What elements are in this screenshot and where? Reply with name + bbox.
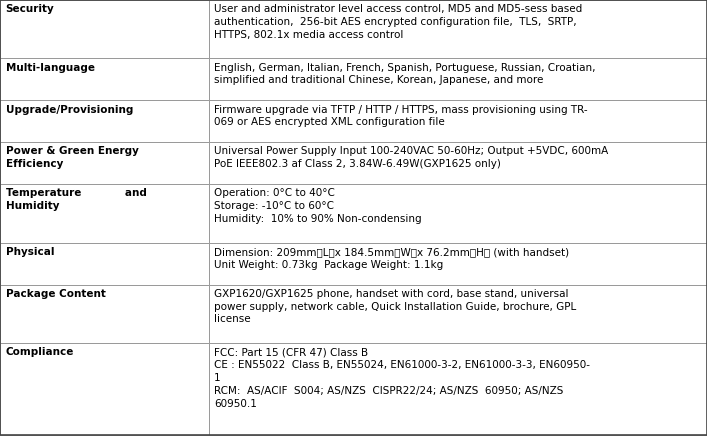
Text: GXP1620/GXP1625 phone, handset with cord, base stand, universal
power supply, ne: GXP1620/GXP1625 phone, handset with cord…	[214, 289, 576, 324]
Bar	[209, 285, 707, 343]
Bar	[0, 285, 209, 343]
Bar	[209, 142, 707, 185]
Bar	[209, 0, 707, 58]
Bar	[0, 185, 209, 243]
Text: Physical: Physical	[6, 247, 54, 257]
Text: FCC: Part 15 (CFR 47) Class B
CE : EN55022  Class B, EN55024, EN61000-3-2, EN610: FCC: Part 15 (CFR 47) Class B CE : EN550…	[214, 347, 590, 409]
Text: Power & Green Energy
Efficiency: Power & Green Energy Efficiency	[6, 146, 139, 169]
Text: Security: Security	[6, 4, 54, 14]
Bar	[0, 343, 209, 435]
Text: English, German, Italian, French, Spanish, Portuguese, Russian, Croatian,
simpli: English, German, Italian, French, Spanis…	[214, 63, 596, 86]
Bar	[209, 100, 707, 142]
Bar	[0, 0, 209, 58]
Text: User and administrator level access control, MD5 and MD5-sess based
authenticati: User and administrator level access cont…	[214, 4, 583, 40]
Text: Dimension: 209mm（L）x 184.5mm（W）x 76.2mm（H） (with handset)
Unit Weight: 0.73kg  P: Dimension: 209mm（L）x 184.5mm（W）x 76.2mm（…	[214, 247, 569, 270]
Bar	[0, 243, 209, 285]
Bar	[0, 58, 209, 100]
Text: Firmware upgrade via TFTP / HTTP / HTTPS, mass provisioning using TR-
069 or AES: Firmware upgrade via TFTP / HTTP / HTTPS…	[214, 104, 588, 127]
Text: Upgrade/Provisioning: Upgrade/Provisioning	[6, 104, 133, 115]
Text: Package Content: Package Content	[6, 289, 105, 299]
Bar	[209, 58, 707, 100]
Text: Multi-language: Multi-language	[6, 63, 95, 73]
Text: Temperature            and
Humidity: Temperature and Humidity	[6, 189, 146, 211]
Bar	[0, 142, 209, 185]
Bar	[209, 343, 707, 435]
Bar	[209, 185, 707, 243]
Bar	[209, 243, 707, 285]
Bar	[0, 100, 209, 142]
Text: Universal Power Supply Input 100-240VAC 50-60Hz; Output +5VDC, 600mA
PoE IEEE802: Universal Power Supply Input 100-240VAC …	[214, 146, 609, 169]
Text: Compliance: Compliance	[6, 347, 74, 358]
Text: Operation: 0°C to 40°C
Storage: -10°C to 60°C
Humidity:  10% to 90% Non-condensi: Operation: 0°C to 40°C Storage: -10°C to…	[214, 189, 422, 224]
